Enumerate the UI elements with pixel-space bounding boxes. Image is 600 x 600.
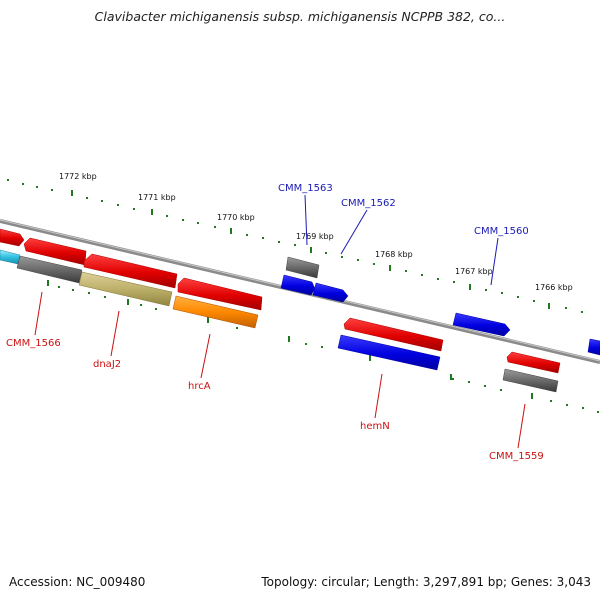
label-cmm-1562[interactable]: CMM_1562 — [341, 198, 396, 209]
gene-arrow-hemn-red[interactable] — [343, 317, 444, 352]
ruler-label-1768: 1768 kbp — [375, 250, 413, 259]
gene-box-dnaj2[interactable] — [78, 271, 173, 307]
leader-cmm-1566 — [34, 291, 43, 336]
ruler-label-1771: 1771 kbp — [138, 193, 176, 202]
leader-dnaj2 — [110, 310, 120, 357]
ruler-label-1769: 1769 kbp — [296, 232, 334, 241]
ruler-upper: 1772 kbp 1771 kbp 1770 kbp 1769 kbp 1768… — [7, 172, 583, 313]
gene-arrow-cmm-1562[interactable] — [312, 282, 349, 303]
gene-labels: CMM_1563 CMM_1562 CMM_1560 CMM_1566 dnaJ… — [6, 183, 544, 462]
ruler-lower-major-ticks — [47, 280, 533, 399]
gene-box-cmm-1563[interactable] — [285, 256, 320, 279]
gene-track-reverse — [0, 249, 561, 393]
genome-stats-text: Topology: circular; Length: 3,297,891 bp… — [261, 575, 591, 589]
gene-box-hrca[interactable] — [172, 295, 259, 329]
gene-box-hemn[interactable] — [337, 334, 441, 371]
gene-arrow-1567[interactable] — [23, 237, 87, 266]
gene-arrow-hrca[interactable] — [177, 277, 263, 311]
ruler-lower-dots — [58, 286, 599, 413]
label-hrca[interactable]: hrcA — [188, 381, 211, 392]
label-cmm-1560[interactable]: CMM_1560 — [474, 226, 529, 237]
gene-arrow-right-edge[interactable] — [587, 338, 600, 356]
label-cmm-1563[interactable]: CMM_1563 — [278, 183, 333, 194]
ruler-label-1772: 1772 kbp — [59, 172, 97, 181]
gene-arrow-cmm-1563[interactable] — [280, 274, 316, 296]
label-dnaj2[interactable]: dnaJ2 — [93, 359, 121, 370]
label-cmm-1566[interactable]: CMM_1566 — [6, 338, 61, 349]
gene-box-cmm-1566[interactable] — [16, 255, 83, 284]
leader-hrca — [200, 333, 211, 379]
gene-arrow-cmm-1559[interactable] — [506, 351, 561, 374]
ruler-label-1767: 1767 kbp — [455, 267, 493, 276]
gene-box-cmm-1559[interactable] — [502, 368, 559, 393]
leader-cmm-1560 — [490, 237, 499, 286]
ruler-label-1766: 1766 kbp — [535, 283, 573, 292]
gene-track-forward — [0, 228, 600, 356]
label-cmm-1559[interactable]: CMM_1559 — [489, 451, 544, 462]
gene-box-left-edge[interactable] — [0, 249, 21, 265]
leader-cmm-1563 — [304, 194, 308, 246]
leader-cmm-1559 — [517, 403, 526, 449]
gene-arrow-left-edge[interactable] — [0, 228, 25, 247]
map-title: Clavibacter michiganensis subsp. michiga… — [94, 9, 506, 24]
ruler-lower — [47, 280, 599, 413]
gene-arrow-dnaj2[interactable] — [83, 253, 178, 289]
gene-arrow-cmm-1560[interactable] — [452, 312, 511, 337]
ruler-label-1770: 1770 kbp — [217, 213, 255, 222]
label-leaders — [34, 194, 526, 449]
ruler-upper-major-ticks — [71, 190, 550, 309]
leader-cmm-1562 — [340, 209, 368, 255]
leader-hemn — [374, 373, 383, 419]
accession-text: Accession: NC_009480 — [9, 575, 146, 589]
ruler-upper-dots — [7, 179, 583, 313]
label-hemn[interactable]: hemN — [360, 421, 390, 432]
